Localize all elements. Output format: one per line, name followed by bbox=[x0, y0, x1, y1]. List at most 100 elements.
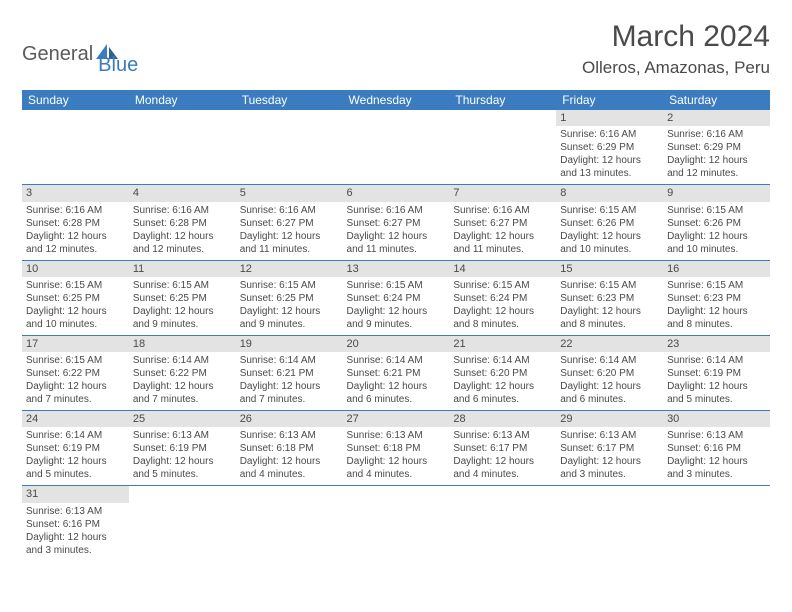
day-info: Sunrise: 6:14 AMSunset: 6:20 PMDaylight:… bbox=[560, 354, 659, 406]
day-info: Sunrise: 6:15 AMSunset: 6:26 PMDaylight:… bbox=[560, 204, 659, 256]
sunrise-text: Sunrise: 6:15 AM bbox=[453, 279, 552, 292]
sunset-text: Sunset: 6:20 PM bbox=[453, 367, 552, 380]
sunrise-text: Sunrise: 6:15 AM bbox=[26, 354, 125, 367]
daylight-text: Daylight: 12 hours bbox=[347, 305, 446, 318]
daylight-text: and 10 minutes. bbox=[560, 243, 659, 256]
daylight-text: Daylight: 12 hours bbox=[240, 455, 339, 468]
sunset-text: Sunset: 6:19 PM bbox=[26, 442, 125, 455]
sunrise-text: Sunrise: 6:15 AM bbox=[667, 279, 766, 292]
day-info: Sunrise: 6:14 AMSunset: 6:21 PMDaylight:… bbox=[240, 354, 339, 406]
logo: General Blue bbox=[22, 32, 138, 77]
calendar-day-cell: 26Sunrise: 6:13 AMSunset: 6:18 PMDayligh… bbox=[236, 411, 343, 486]
sunset-text: Sunset: 6:22 PM bbox=[133, 367, 232, 380]
daylight-text: Daylight: 12 hours bbox=[667, 154, 766, 167]
day-number: 10 bbox=[22, 261, 129, 277]
day-number-bar bbox=[343, 110, 450, 126]
day-number: 5 bbox=[236, 185, 343, 201]
daylight-text: and 11 minutes. bbox=[347, 243, 446, 256]
daylight-text: Daylight: 12 hours bbox=[667, 230, 766, 243]
calendar-day-cell: 29Sunrise: 6:13 AMSunset: 6:17 PMDayligh… bbox=[556, 411, 663, 486]
day-number: 1 bbox=[556, 110, 663, 126]
day-number: 26 bbox=[236, 411, 343, 427]
sunrise-text: Sunrise: 6:16 AM bbox=[453, 204, 552, 217]
day-number: 18 bbox=[129, 336, 236, 352]
day-info: Sunrise: 6:13 AMSunset: 6:17 PMDaylight:… bbox=[453, 429, 552, 481]
sunrise-text: Sunrise: 6:15 AM bbox=[560, 204, 659, 217]
daylight-text: Daylight: 12 hours bbox=[133, 230, 232, 243]
sunset-text: Sunset: 6:25 PM bbox=[26, 292, 125, 305]
sunset-text: Sunset: 6:22 PM bbox=[26, 367, 125, 380]
daylight-text: and 4 minutes. bbox=[347, 468, 446, 481]
daylight-text: Daylight: 12 hours bbox=[667, 305, 766, 318]
sunrise-text: Sunrise: 6:13 AM bbox=[26, 505, 125, 518]
daylight-text: Daylight: 12 hours bbox=[560, 305, 659, 318]
sunrise-text: Sunrise: 6:15 AM bbox=[133, 279, 232, 292]
daylight-text: and 5 minutes. bbox=[667, 393, 766, 406]
calendar-week-row: 1Sunrise: 6:16 AMSunset: 6:29 PMDaylight… bbox=[22, 110, 770, 185]
day-number: 29 bbox=[556, 411, 663, 427]
sunset-text: Sunset: 6:16 PM bbox=[667, 442, 766, 455]
sunrise-text: Sunrise: 6:14 AM bbox=[240, 354, 339, 367]
day-info: Sunrise: 6:15 AMSunset: 6:25 PMDaylight:… bbox=[240, 279, 339, 331]
sunset-text: Sunset: 6:25 PM bbox=[240, 292, 339, 305]
daylight-text: and 4 minutes. bbox=[453, 468, 552, 481]
day-info: Sunrise: 6:14 AMSunset: 6:21 PMDaylight:… bbox=[347, 354, 446, 406]
day-info: Sunrise: 6:15 AMSunset: 6:24 PMDaylight:… bbox=[347, 279, 446, 331]
daylight-text: and 7 minutes. bbox=[26, 393, 125, 406]
sunrise-text: Sunrise: 6:13 AM bbox=[240, 429, 339, 442]
daylight-text: and 4 minutes. bbox=[240, 468, 339, 481]
day-number: 8 bbox=[556, 185, 663, 201]
sunset-text: Sunset: 6:24 PM bbox=[347, 292, 446, 305]
day-number: 21 bbox=[449, 336, 556, 352]
sunrise-text: Sunrise: 6:14 AM bbox=[453, 354, 552, 367]
calendar-day-cell bbox=[556, 486, 663, 561]
daylight-text: and 3 minutes. bbox=[26, 544, 125, 557]
daylight-text: Daylight: 12 hours bbox=[560, 230, 659, 243]
calendar-day-cell bbox=[343, 110, 450, 185]
daylight-text: and 3 minutes. bbox=[667, 468, 766, 481]
calendar-day-cell: 1Sunrise: 6:16 AMSunset: 6:29 PMDaylight… bbox=[556, 110, 663, 185]
calendar-day-cell: 21Sunrise: 6:14 AMSunset: 6:20 PMDayligh… bbox=[449, 335, 556, 410]
calendar-day-cell bbox=[343, 486, 450, 561]
daylight-text: and 12 minutes. bbox=[26, 243, 125, 256]
day-number: 13 bbox=[343, 261, 450, 277]
calendar-day-cell: 13 Sunrise: 6:15 AMSunset: 6:24 PMDayligh… bbox=[343, 260, 450, 335]
calendar-day-cell: 31Sunrise: 6:13 AMSunset: 6:16 PMDayligh… bbox=[22, 486, 129, 561]
day-info: Sunrise: 6:16 AMSunset: 6:28 PMDaylight:… bbox=[133, 204, 232, 256]
sunset-text: Sunset: 6:25 PM bbox=[133, 292, 232, 305]
day-info: Sunrise: 6:15 AMSunset: 6:26 PMDaylight:… bbox=[667, 204, 766, 256]
day-number-bar bbox=[236, 110, 343, 126]
calendar-day-cell bbox=[449, 110, 556, 185]
day-number: 16 bbox=[663, 261, 770, 277]
calendar-day-cell: 25Sunrise: 6:13 AMSunset: 6:19 PMDayligh… bbox=[129, 411, 236, 486]
day-info: Sunrise: 6:15 AMSunset: 6:25 PMDaylight:… bbox=[133, 279, 232, 331]
calendar-week-row: 3Sunrise: 6:16 AMSunset: 6:28 PMDaylight… bbox=[22, 185, 770, 260]
calendar-day-cell: 14Sunrise: 6:15 AMSunset: 6:24 PMDayligh… bbox=[449, 260, 556, 335]
calendar-week-row: 17Sunrise: 6:15 AMSunset: 6:22 PMDayligh… bbox=[22, 335, 770, 410]
daylight-text: Daylight: 12 hours bbox=[133, 305, 232, 318]
day-info: Sunrise: 6:14 AMSunset: 6:19 PMDaylight:… bbox=[26, 429, 125, 481]
daylight-text: Daylight: 12 hours bbox=[240, 305, 339, 318]
sunrise-text: Sunrise: 6:16 AM bbox=[667, 128, 766, 141]
sunset-text: Sunset: 6:28 PM bbox=[26, 217, 125, 230]
day-number: 19 bbox=[236, 336, 343, 352]
day-number: 7 bbox=[449, 185, 556, 201]
calendar-day-cell: 22Sunrise: 6:14 AMSunset: 6:20 PMDayligh… bbox=[556, 335, 663, 410]
day-number: 28 bbox=[449, 411, 556, 427]
calendar-day-cell: 5Sunrise: 6:16 AMSunset: 6:27 PMDaylight… bbox=[236, 185, 343, 260]
daylight-text: Daylight: 12 hours bbox=[26, 230, 125, 243]
location-text: Olleros, Amazonas, Peru bbox=[582, 58, 770, 78]
calendar-day-cell bbox=[236, 110, 343, 185]
sunrise-text: Sunrise: 6:14 AM bbox=[133, 354, 232, 367]
weekday-header: Sunday bbox=[22, 90, 129, 110]
daylight-text: and 6 minutes. bbox=[560, 393, 659, 406]
sunset-text: Sunset: 6:24 PM bbox=[453, 292, 552, 305]
day-info: Sunrise: 6:15 AMSunset: 6:25 PMDaylight:… bbox=[26, 279, 125, 331]
sunrise-text: Sunrise: 6:13 AM bbox=[133, 429, 232, 442]
day-number: 11 bbox=[129, 261, 236, 277]
calendar-day-cell: 3Sunrise: 6:16 AMSunset: 6:28 PMDaylight… bbox=[22, 185, 129, 260]
daylight-text: and 6 minutes. bbox=[453, 393, 552, 406]
day-number: 20 bbox=[343, 336, 450, 352]
calendar-day-cell: 17Sunrise: 6:15 AMSunset: 6:22 PMDayligh… bbox=[22, 335, 129, 410]
daylight-text: and 10 minutes. bbox=[26, 318, 125, 331]
